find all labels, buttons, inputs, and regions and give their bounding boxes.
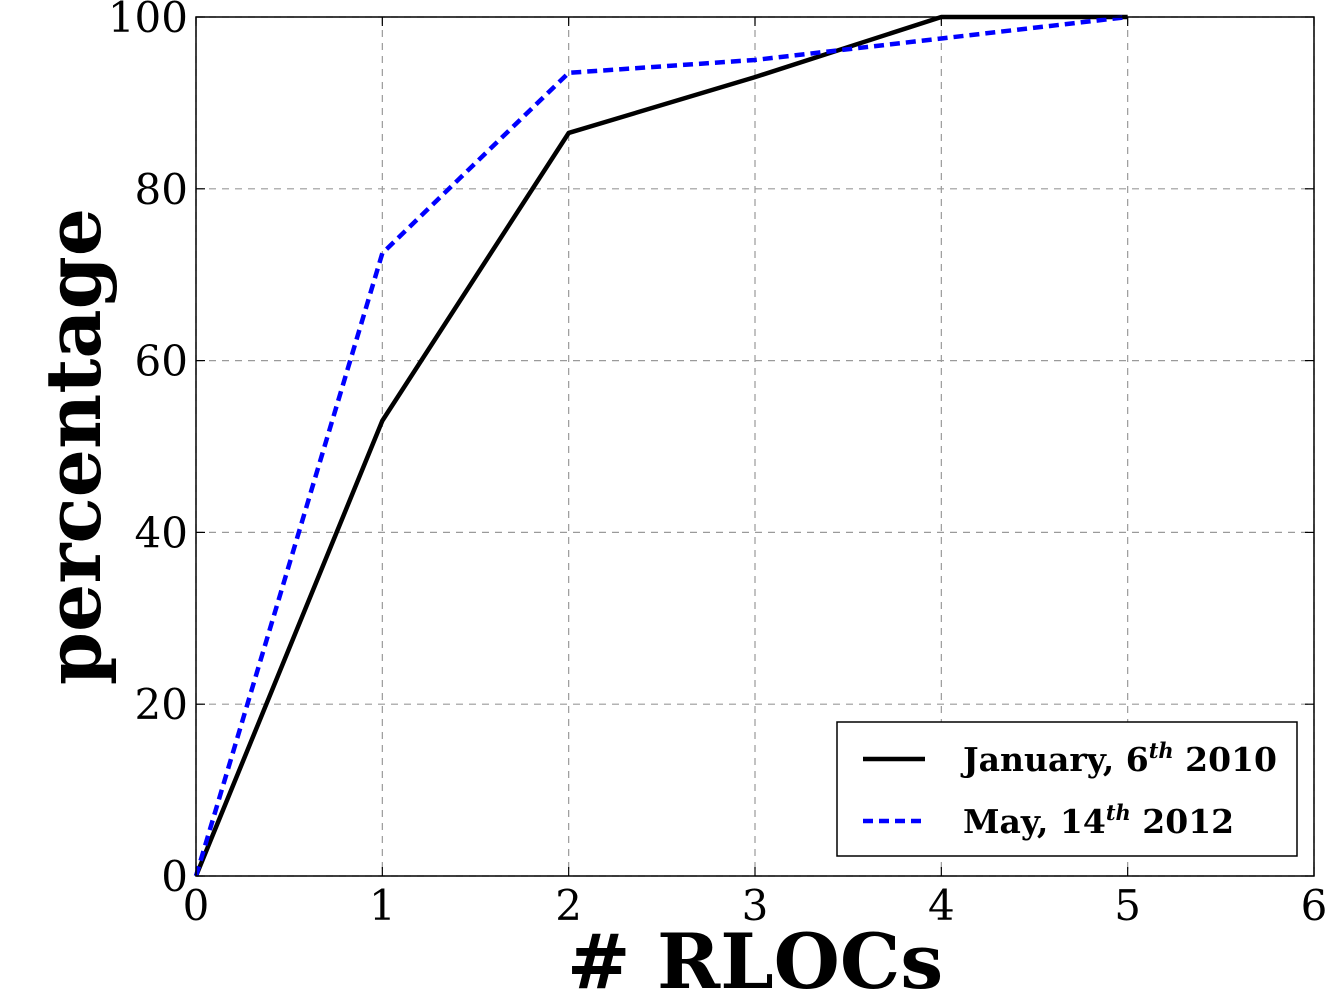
legend-label-sup: th bbox=[1106, 800, 1131, 825]
y-axis-label: percentage bbox=[29, 208, 118, 685]
x-tick-label: 3 bbox=[742, 881, 769, 930]
y-tick-label: 20 bbox=[135, 680, 188, 729]
x-tick-label: 6 bbox=[1301, 881, 1328, 930]
legend-label-2: May, 14th 2012 bbox=[963, 800, 1234, 841]
legend-label-sup: th bbox=[1149, 738, 1174, 763]
series-line-2 bbox=[193, 14, 1128, 877]
x-tick-label: 0 bbox=[183, 881, 210, 930]
legend-label-1: January, 6th 2010 bbox=[960, 738, 1277, 779]
x-axis-label: # RLOCs bbox=[567, 917, 943, 1002]
x-tick-label: 2 bbox=[555, 881, 582, 930]
y-tick-label: 80 bbox=[135, 165, 188, 214]
legend-label-prefix: January, 6 bbox=[960, 740, 1149, 779]
y-axis-ticks: 0 20 40 60 80 100 bbox=[108, 0, 1314, 901]
grid-lines bbox=[195, 16, 1315, 877]
x-axis-ticks: 0 1 2 3 4 5 6 bbox=[183, 17, 1328, 930]
y-tick-label: 100 bbox=[108, 0, 188, 42]
x-tick-label: 5 bbox=[1114, 881, 1141, 930]
legend-label-prefix: May, 14 bbox=[963, 802, 1106, 841]
legend-box bbox=[836, 721, 1298, 857]
legend-label-suffix: 2012 bbox=[1131, 802, 1234, 841]
y-tick-label: 0 bbox=[161, 852, 188, 901]
x-tick-label: 4 bbox=[928, 881, 955, 930]
y-tick-label: 60 bbox=[135, 337, 188, 386]
x-tick-label: 1 bbox=[369, 881, 396, 930]
legend-label-suffix: 2010 bbox=[1174, 740, 1277, 779]
y-tick-label: 40 bbox=[135, 508, 188, 557]
